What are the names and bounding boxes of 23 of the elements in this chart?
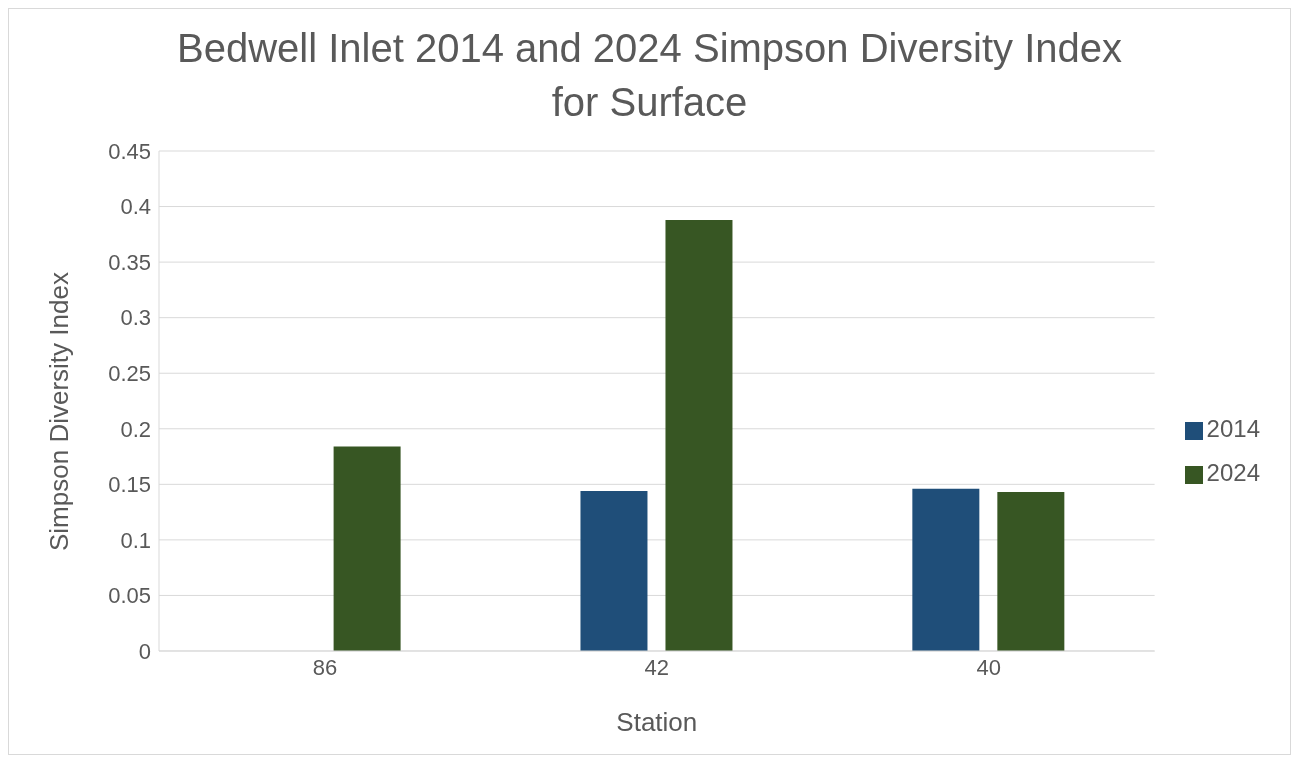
y-tick-label: 0.3 xyxy=(120,305,151,331)
x-axis-title: Station xyxy=(616,707,698,737)
y-tick-label: 0.45 xyxy=(108,138,151,164)
y-axis-title: Simpson Diversity Index xyxy=(44,272,75,551)
y-tick-label: 0.2 xyxy=(120,416,151,442)
y-tick-label: 0 xyxy=(138,638,151,664)
bar xyxy=(580,491,648,651)
y-tick-label: 0.1 xyxy=(120,527,151,553)
x-tick-label: 86 xyxy=(312,654,338,680)
bar xyxy=(912,488,980,651)
bar xyxy=(333,446,401,651)
bar xyxy=(665,219,733,651)
bar xyxy=(997,492,1065,651)
y-tick-label: 0.35 xyxy=(108,249,151,275)
legend-label: 2024 xyxy=(1206,459,1260,486)
x-tick-label: 42 xyxy=(644,654,670,680)
chart-title: Bedwell Inlet 2014 and 2024 Simpson Diversity Index for Surface xyxy=(176,25,1123,126)
y-tick-label: 0.05 xyxy=(108,583,151,609)
y-tick-label: 0.15 xyxy=(108,472,151,498)
legend-label: 2014 xyxy=(1206,415,1260,442)
x-tick-label: 40 xyxy=(976,654,1001,680)
y-tick-label: 0.25 xyxy=(108,361,151,387)
y-tick-label: 0.4 xyxy=(120,194,151,220)
